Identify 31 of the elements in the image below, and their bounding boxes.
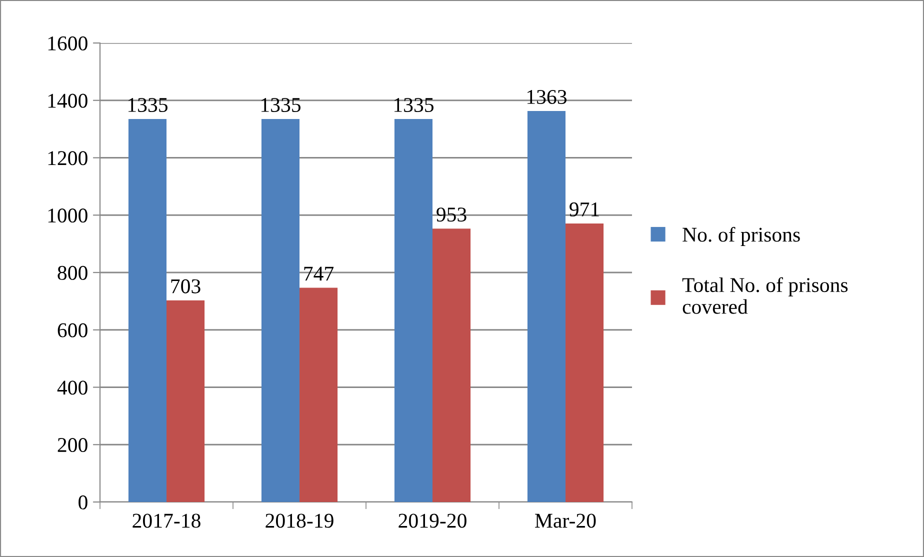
y-tick-label: 1000 xyxy=(48,208,88,223)
data-label: 953 xyxy=(436,208,466,222)
x-tick-label: 2018-19 xyxy=(266,514,334,528)
x-tick-label: Mar-20 xyxy=(535,514,596,528)
data-label: 1335 xyxy=(128,98,168,112)
data-label: 1363 xyxy=(527,90,566,104)
bar xyxy=(394,119,432,502)
bar xyxy=(128,119,166,502)
y-tick-label: 1600 xyxy=(48,36,88,50)
data-label: 971 xyxy=(570,202,599,216)
y-tick-label: 400 xyxy=(57,380,88,395)
x-tick-label: 2017-18 xyxy=(132,514,200,528)
y-tick-label: 0 xyxy=(78,495,88,510)
data-label: 1335 xyxy=(394,98,434,112)
data-label: 747 xyxy=(304,266,334,280)
x-tick-label: 2019-20 xyxy=(398,514,466,528)
y-tick-label: 600 xyxy=(58,323,88,338)
bar xyxy=(432,228,471,502)
bar xyxy=(261,119,300,502)
y-tick-label: 200 xyxy=(58,438,88,452)
legend-label: Total No. of prisons covered xyxy=(682,277,848,314)
bar xyxy=(166,300,205,502)
data-label: 1335 xyxy=(261,98,300,112)
bar xyxy=(527,110,566,502)
y-tick-label: 1400 xyxy=(48,94,88,108)
bar xyxy=(300,288,338,502)
bar xyxy=(566,223,604,502)
data-label: 703 xyxy=(171,279,200,294)
legend-label: No. of prisons xyxy=(682,226,800,246)
y-tick-label: 800 xyxy=(58,266,88,280)
y-tick-label: 1200 xyxy=(48,151,88,166)
